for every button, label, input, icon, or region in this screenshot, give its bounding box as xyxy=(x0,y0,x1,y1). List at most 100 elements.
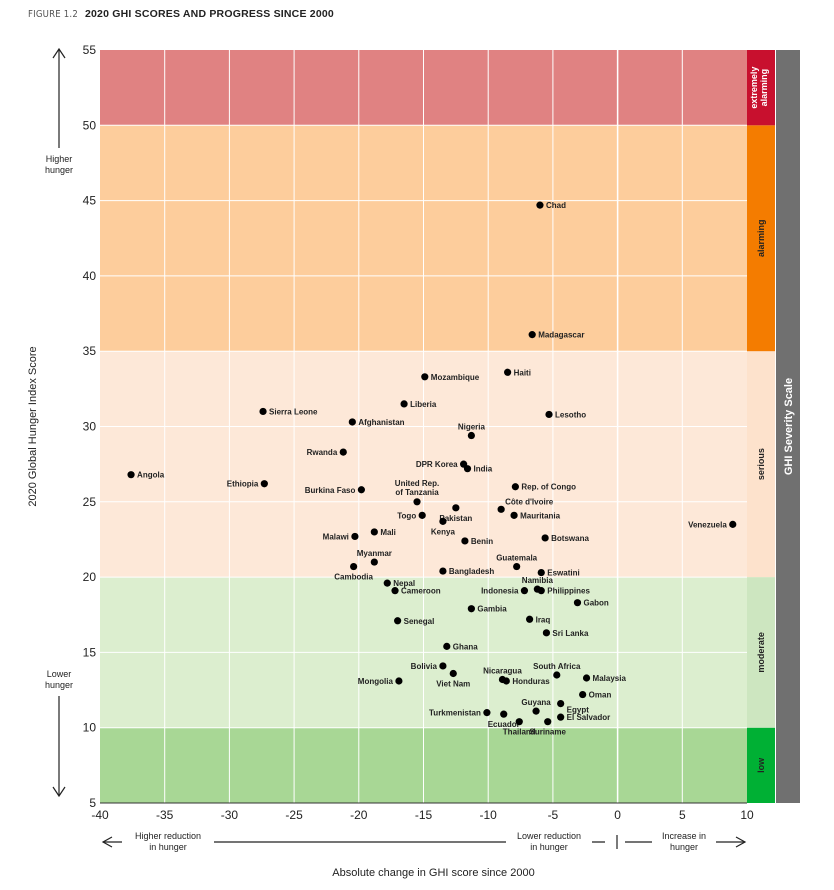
increase-label-line: Increase in xyxy=(662,831,706,841)
data-point xyxy=(439,517,447,525)
data-point xyxy=(452,504,460,512)
data-point xyxy=(339,448,347,456)
y-tick-label: 10 xyxy=(83,721,97,735)
y-tick-label: 15 xyxy=(83,645,97,659)
point-label: DPR Korea xyxy=(416,460,458,469)
data-point xyxy=(259,407,267,416)
point-label: Liberia xyxy=(410,400,437,409)
data-point xyxy=(395,677,403,685)
point-label: Botswana xyxy=(551,534,589,543)
data-point xyxy=(348,418,356,426)
x-tick-label: -30 xyxy=(221,808,239,822)
point-label: Venezuela xyxy=(688,520,727,529)
scale-label: serious xyxy=(756,448,766,480)
point-label: Mauritania xyxy=(520,511,561,520)
data-point xyxy=(557,700,565,708)
point-label: Rep. of Congo xyxy=(521,483,576,492)
data-point xyxy=(526,615,534,623)
point-label: Myanmar xyxy=(357,549,392,558)
scale-serious xyxy=(747,351,775,578)
point-label: Mongolia xyxy=(358,677,394,686)
lower-hunger-label: Lower hunger xyxy=(45,669,73,690)
point-label: Madagascar xyxy=(538,331,584,340)
point-label: Oman xyxy=(589,691,612,700)
y-tick-label: 20 xyxy=(83,570,97,584)
point-label: Kenya xyxy=(431,527,456,536)
label-bg xyxy=(652,829,716,855)
label-bg xyxy=(506,829,592,855)
point-label: Namibia xyxy=(522,576,554,585)
point-label: Nigeria xyxy=(458,423,486,432)
lower-reduction-label: Lower reduction in hunger xyxy=(517,831,581,852)
figure-label: FIGURE 1.2 2020 GHI SCORES AND PROGRESS … xyxy=(28,8,334,20)
point-label: Ethiopia xyxy=(227,480,259,489)
figure-number: FIGURE 1.2 xyxy=(28,9,78,20)
label-bg xyxy=(122,829,214,855)
lower-reduction-label-line: Lower reduction xyxy=(517,831,581,841)
point-label: Ecuador xyxy=(488,720,520,729)
point-label: South Africa xyxy=(533,662,581,671)
point-label-line: of Tanzania xyxy=(395,488,439,497)
point-label: Mozambique xyxy=(431,373,480,382)
data-point xyxy=(357,486,365,494)
point-label: Pakistan xyxy=(439,514,472,523)
data-point xyxy=(467,431,475,440)
y-tick-label: 40 xyxy=(83,269,97,283)
data-point xyxy=(537,587,545,595)
x-tick-label: -35 xyxy=(156,808,174,822)
scale-moderate xyxy=(747,577,775,728)
point-label: Rwanda xyxy=(307,448,338,457)
down-arrow-head xyxy=(52,786,66,798)
x-tick-label: 5 xyxy=(679,808,686,822)
data-point xyxy=(260,480,268,488)
data-point xyxy=(370,528,378,536)
data-point xyxy=(350,562,358,571)
scale-label: alarming xyxy=(756,219,766,257)
y-tick-label: 25 xyxy=(83,495,97,509)
point-label: Philippines xyxy=(547,587,590,596)
x-tick-label: -10 xyxy=(480,808,498,822)
data-point xyxy=(443,642,451,650)
x-tick-label: -40 xyxy=(91,808,109,822)
higher-hunger-label: Higher hunger xyxy=(45,154,73,175)
scale-label: low xyxy=(756,757,766,773)
x-tick-label: 0 xyxy=(614,808,621,822)
point-label: Sri Lanka xyxy=(552,629,589,638)
y-axis-title: 2020 Global Hunger Index Score xyxy=(27,346,39,506)
higher-hunger-label-line: Higher xyxy=(46,154,73,164)
point-label: Ghana xyxy=(453,642,478,651)
point-label: Suriname xyxy=(529,728,566,737)
data-point xyxy=(463,465,472,473)
data-point xyxy=(579,690,587,699)
data-point xyxy=(370,558,378,566)
data-point xyxy=(515,718,523,726)
higher-reduction-label-line: Higher reduction xyxy=(135,831,201,841)
data-point xyxy=(483,709,491,717)
axes: -40 -35 -30 -25 -20 -15 -10 -5 0 5 10 5 10 15 20 25 30 35… xyxy=(27,43,754,879)
point-label: Chad xyxy=(546,201,566,210)
x-tick-label: -15 xyxy=(415,808,433,822)
severity-scale-label: GHI Severity Scale xyxy=(783,378,795,475)
scale-low xyxy=(747,727,775,803)
data-point xyxy=(544,718,552,726)
data-point xyxy=(127,471,135,479)
data-point xyxy=(520,587,529,595)
data-point xyxy=(573,599,582,607)
left-arrow-head xyxy=(101,836,113,848)
data-point xyxy=(421,373,429,381)
data-points: Chad Madagascar Haiti Mozambique Liberia Sier… xyxy=(127,201,737,737)
grid-lines xyxy=(100,50,747,803)
data-point xyxy=(536,201,544,209)
point-label: Gambia xyxy=(477,605,507,614)
increase-label: Increase in hunger xyxy=(662,831,706,852)
higher-hunger-label-line: hunger xyxy=(45,165,73,175)
data-point xyxy=(418,511,426,519)
point-label: Nicaragua xyxy=(483,667,522,676)
data-point xyxy=(439,662,447,670)
point-label: Benin xyxy=(471,537,493,546)
point-label: India xyxy=(473,465,492,474)
data-point xyxy=(461,537,469,545)
